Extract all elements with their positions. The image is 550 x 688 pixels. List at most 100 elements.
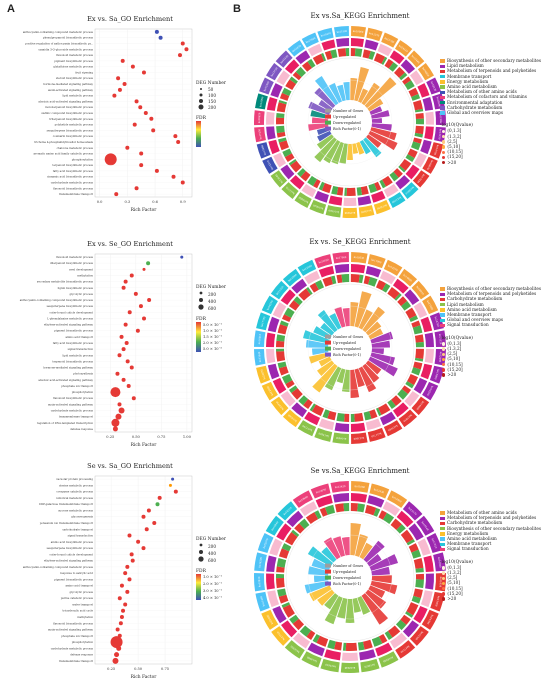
pathway-id: ko10090 xyxy=(266,614,274,625)
term-label: sesquiterpene biosynthetic process xyxy=(47,546,94,550)
rich-factor-bar xyxy=(317,130,332,142)
rich-factor-bar xyxy=(357,595,371,615)
pathway-id: ko12240 xyxy=(344,666,355,669)
go-title: Ex vs. Se_GO Enrichment xyxy=(87,240,173,248)
pvalue-swatch xyxy=(442,368,446,372)
go-legend: DEG Number 200 400 600 FDR 1.0 × 10⁻¹ 2.… xyxy=(196,536,246,602)
term-dot xyxy=(177,53,182,58)
rich-factor-bar xyxy=(361,593,389,625)
term-label: outer-bound cuticle development xyxy=(49,310,94,314)
pathway-id: ko17780 xyxy=(260,316,266,327)
pathway-sector xyxy=(422,156,438,174)
term-label: lignin biosynthetic process xyxy=(58,286,94,290)
pathway-id: ko12490 xyxy=(438,351,442,362)
pathway-sector xyxy=(287,40,306,57)
term-label: flavonoid biosynthetic process xyxy=(53,621,94,625)
category-legend-item: Carbohydrate metabolism xyxy=(440,105,550,110)
x-tick-label: 1.00 xyxy=(183,435,192,439)
inner-legend-swatch xyxy=(325,340,331,345)
size-legend-title: DEG Number xyxy=(196,81,226,86)
rich-factor-bar xyxy=(341,537,350,556)
category-legend-item: Metabolism of other amino acids xyxy=(440,510,550,515)
qvalue-ring xyxy=(365,418,382,431)
up-regulated-bar xyxy=(300,171,311,182)
term-label: carbohydrate transport xyxy=(62,527,94,531)
up-regulated-bar xyxy=(316,635,329,647)
category-legend-item: Biosynthesis of other secondary metaboli… xyxy=(440,286,550,291)
rich-factor-bar xyxy=(363,540,385,563)
pathway-sector xyxy=(426,533,443,553)
pathway-id: ko10930 xyxy=(275,400,284,410)
up-regulated-bar xyxy=(390,395,402,407)
pathway-id: ko18220 xyxy=(430,81,437,92)
kegg-circos: ko11060 ko12430 ko13800 ko15170 ko16540ko179… xyxy=(254,481,446,673)
pvalue-swatch xyxy=(442,362,446,367)
term-label: trichome 4-phosphatidylinositol homeosta… xyxy=(34,140,93,144)
rich-factor-bar xyxy=(369,106,383,115)
qvalue-ring xyxy=(266,97,278,111)
qvalue-ring xyxy=(266,348,276,364)
qvalue-ring xyxy=(307,43,323,57)
term-dot xyxy=(104,153,117,166)
term-label: lipid metabolic process xyxy=(63,94,94,98)
size-label: 600 xyxy=(208,306,216,312)
rich-factor-bar xyxy=(321,547,337,563)
term-label: isbiotical metabolic process xyxy=(56,496,93,500)
x-tick-label: 0.6 xyxy=(152,200,158,204)
term-dot xyxy=(112,93,117,98)
rich-factor-bar xyxy=(341,369,350,392)
up-regulated-bar xyxy=(400,614,411,625)
term-label: L-phenylalanine metabolic process xyxy=(47,316,93,320)
down-regulated-bar xyxy=(307,175,318,187)
qvalue-ring xyxy=(281,620,298,638)
term-dot xyxy=(173,134,178,139)
pathway-sector xyxy=(407,50,425,68)
rich-factor-bar xyxy=(304,580,330,594)
pathway-sector xyxy=(369,483,390,499)
term-dot xyxy=(144,527,149,532)
rich-factor-bar xyxy=(369,554,399,571)
go-dotplot: 0.0 0.3 0.6 0.9 Rich Factor anthocyanin-conta… xyxy=(23,28,193,213)
term-dot xyxy=(139,163,144,168)
up-regulated-bar xyxy=(413,558,424,569)
pathway-id: ko10340 xyxy=(387,424,398,432)
qvalue-ring xyxy=(350,264,366,274)
pathway-sector xyxy=(366,27,383,42)
rich-factor-bar xyxy=(312,348,329,355)
rich-factor-bar xyxy=(350,369,360,398)
pvalue-swatch xyxy=(442,581,446,586)
up-regulated-bar xyxy=(413,361,423,370)
up-regulated-bar xyxy=(399,159,412,171)
qvalue-ring xyxy=(379,270,396,285)
rich-factor-bar xyxy=(364,77,397,109)
pathway-id: ko10210 xyxy=(320,32,331,38)
down-regulated-bar xyxy=(341,274,350,283)
term-label: fatty acid biosynthetic process xyxy=(53,169,94,173)
rich-factor-bar xyxy=(320,322,335,336)
pathway-id: ko12360 xyxy=(263,81,270,92)
term-dot xyxy=(123,571,128,576)
category-label: Energy metabolism xyxy=(447,78,489,84)
term-label: abscisic acid-activated signaling pathwa… xyxy=(38,378,93,382)
qvalue-ring xyxy=(424,126,434,140)
down-regulated-bar xyxy=(357,641,365,651)
up-regulated-bar xyxy=(309,282,319,293)
qvalue-ring xyxy=(357,195,372,206)
qvalue-ring xyxy=(367,495,385,508)
term-dot xyxy=(112,657,119,664)
rich-factor-bar xyxy=(365,321,382,336)
rich-factor-bar xyxy=(317,310,338,333)
pathway-sector xyxy=(297,259,317,276)
term-dot xyxy=(129,552,134,557)
fdr-label: 5.0 × 10⁻² xyxy=(203,347,222,352)
down-regulated-bar xyxy=(344,187,347,196)
qvalue-ring xyxy=(420,363,433,380)
qvalue-ring xyxy=(404,390,420,407)
pathway-id: ko14980 xyxy=(306,655,317,662)
term-label: transmembrane transport xyxy=(59,659,94,663)
down-regulated-bar xyxy=(291,529,300,537)
pathway-sector xyxy=(282,409,302,428)
up-regulated-bar xyxy=(319,507,328,517)
category-swatch xyxy=(440,537,445,541)
qvalue-ring xyxy=(417,83,430,98)
